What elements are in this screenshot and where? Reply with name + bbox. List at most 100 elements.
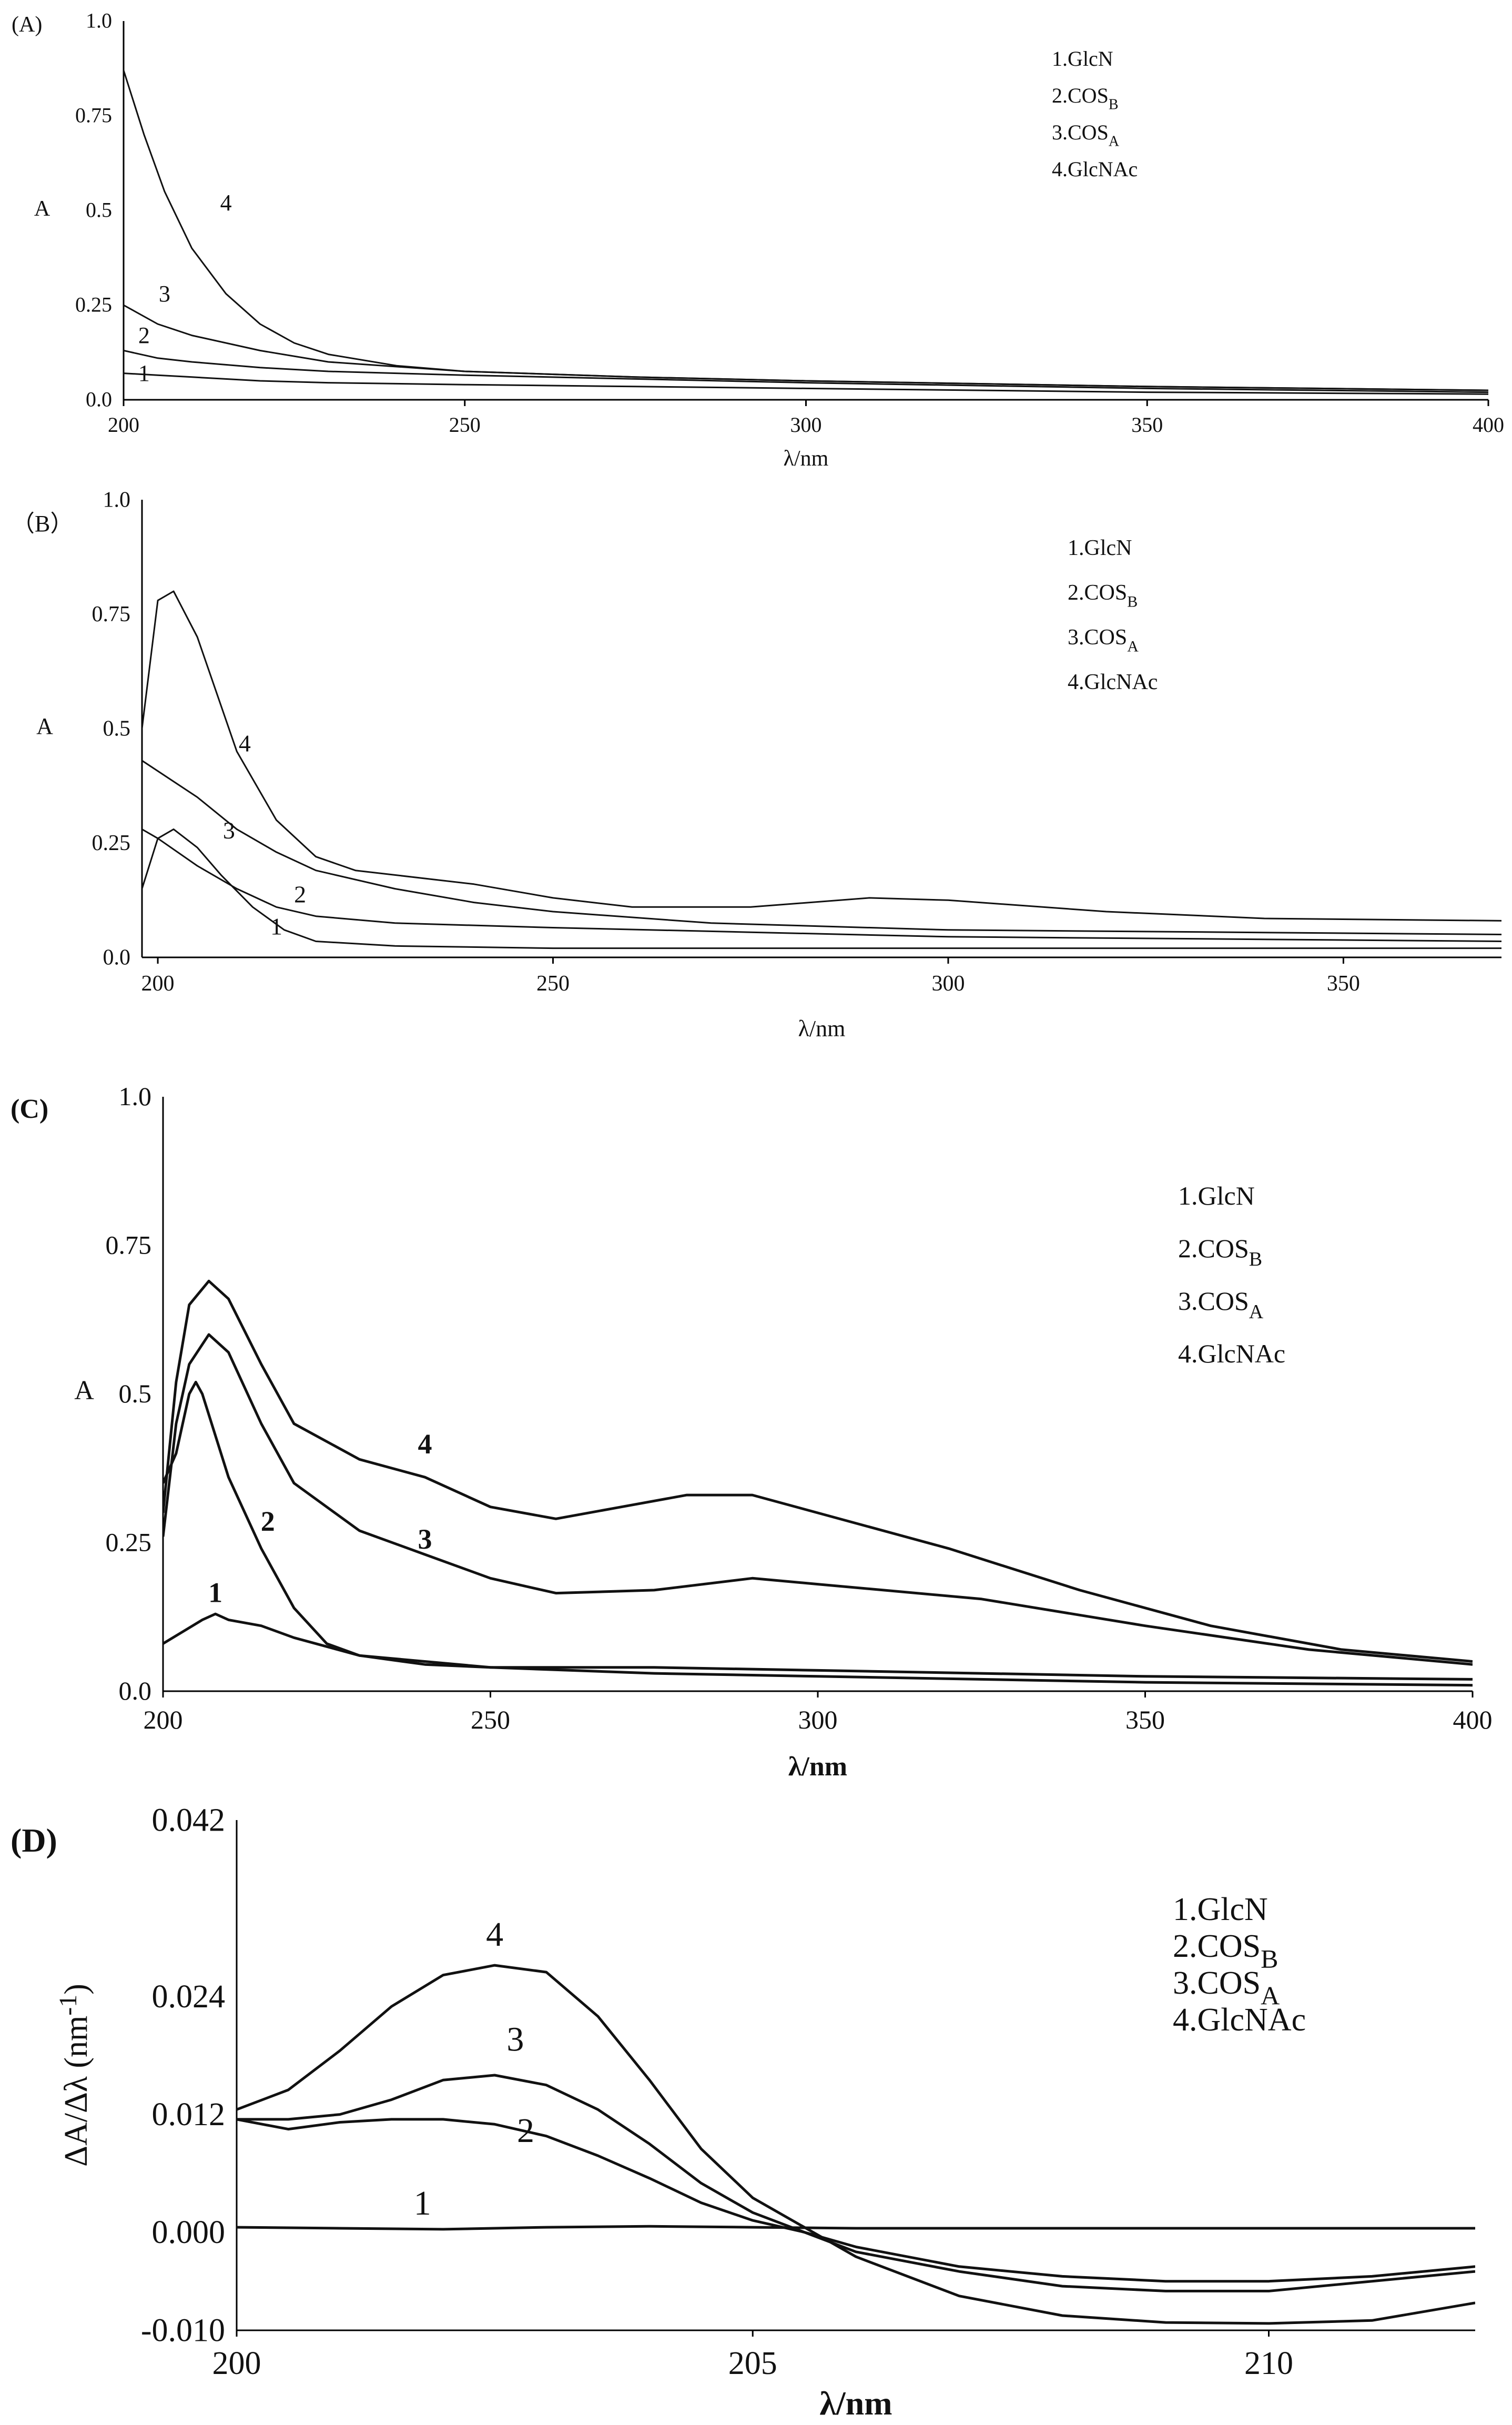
y-axis-label: A bbox=[34, 197, 50, 221]
series-line-4 bbox=[124, 70, 1488, 391]
legend-entry-1: 1.GlcN bbox=[1173, 1892, 1268, 1927]
x-tick-label: 350 bbox=[1125, 1705, 1165, 1734]
panel-label: (A) bbox=[12, 13, 42, 37]
y-tick-label: 0.042 bbox=[152, 1802, 226, 1838]
legend-entry-4: 4.GlcNAc bbox=[1178, 1339, 1285, 1368]
series-line-2 bbox=[124, 349, 1488, 393]
x-tick-label: 200 bbox=[108, 413, 139, 437]
y-tick-label: 0.25 bbox=[106, 1528, 152, 1557]
y-tick-label: 0.75 bbox=[75, 104, 112, 127]
curve-label-1: 1 bbox=[270, 913, 282, 940]
y-axis-label: A bbox=[74, 1376, 94, 1406]
y-tick-label: 0.5 bbox=[119, 1379, 152, 1408]
series-line-1 bbox=[142, 828, 1501, 949]
legend-entry-4: 4.GlcNAc bbox=[1052, 157, 1138, 181]
x-tick-label: 400 bbox=[1453, 1705, 1493, 1734]
y-tick-label: 0.75 bbox=[106, 1230, 152, 1260]
panel-label: (D) bbox=[11, 1822, 57, 1859]
series-line-3 bbox=[237, 2074, 1475, 2292]
x-tick-label: 300 bbox=[798, 1705, 838, 1734]
series-line-2 bbox=[163, 1380, 1473, 1681]
series-line-4 bbox=[142, 590, 1501, 922]
curve-label-2: 2 bbox=[517, 2111, 534, 2150]
legend-entry-2: 2.COSB bbox=[1173, 1928, 1278, 1973]
panel-label: (C) bbox=[11, 1094, 48, 1124]
x-tick-label: 300 bbox=[790, 413, 822, 437]
series-line-4 bbox=[163, 1279, 1473, 1663]
x-axis-label: λ/nm bbox=[784, 447, 829, 471]
y-tick-label: 1.0 bbox=[103, 488, 131, 512]
y-tick-label: 0.0 bbox=[86, 388, 112, 411]
y-axis-label: ΔA/Δλ (nm-1) bbox=[54, 1984, 94, 2167]
series-line-2 bbox=[237, 2118, 1475, 2283]
x-tick-label: 210 bbox=[1244, 2346, 1293, 2381]
panel-1: (A) 200 250 300 350 400 0.0 0.25 0.5 0.75 1.0 λ/nm A… bbox=[12, 9, 1504, 471]
x-tick-label: 350 bbox=[1131, 413, 1163, 437]
series-line-1 bbox=[163, 1612, 1473, 1687]
y-tick-label: 0.25 bbox=[92, 831, 131, 855]
y-tick-label: 0.75 bbox=[92, 602, 131, 627]
series-line-2 bbox=[142, 828, 1501, 942]
y-tick-label: 0.012 bbox=[152, 2097, 226, 2133]
series-line-1 bbox=[124, 372, 1488, 395]
y-tick-label: -0.010 bbox=[141, 2312, 225, 2348]
x-tick-label: 300 bbox=[931, 972, 965, 996]
legend-entry-4: 4.GlcNAc bbox=[1173, 2002, 1306, 2038]
curve-label-1: 1 bbox=[208, 1577, 222, 1609]
series-line-3 bbox=[163, 1333, 1473, 1666]
curve-label-2: 2 bbox=[294, 881, 306, 908]
panel-4: (D) 200 205 210 -0.010 0.000 0.012 0.024 0.042 λ/… bbox=[11, 1802, 1475, 2422]
curve-label-4: 4 bbox=[220, 190, 232, 216]
y-tick-label: 0.5 bbox=[86, 198, 112, 222]
y-tick-label: 0.5 bbox=[103, 716, 131, 741]
curve-label-2: 2 bbox=[261, 1505, 275, 1537]
x-tick-label: 350 bbox=[1327, 972, 1360, 996]
curve-label-3: 3 bbox=[159, 281, 170, 307]
curve-label-4: 4 bbox=[239, 730, 251, 757]
x-tick-label: 250 bbox=[536, 972, 570, 996]
curve-label-1: 1 bbox=[414, 2184, 431, 2222]
legend-entry-1: 1.GlcN bbox=[1178, 1181, 1255, 1210]
y-tick-label: 0.0 bbox=[119, 1676, 152, 1705]
x-tick-label: 200 bbox=[141, 972, 175, 996]
x-tick-label: 200 bbox=[212, 2346, 261, 2381]
legend-entry-3: 3.COSA bbox=[1178, 1286, 1264, 1323]
legend-entry-3: 3.COSA bbox=[1068, 625, 1139, 655]
legend-entry-4: 4.GlcNAc bbox=[1068, 670, 1158, 694]
curve-label-3: 3 bbox=[418, 1523, 432, 1555]
legend-entry-3: 3.COSA bbox=[1052, 120, 1120, 150]
y-tick-label: 0.024 bbox=[152, 1979, 226, 2015]
x-tick-label: 205 bbox=[728, 2346, 777, 2381]
x-axis-label: λ/nm bbox=[798, 1016, 846, 1042]
y-tick-label: 0.0 bbox=[103, 945, 131, 969]
series-line-3 bbox=[142, 760, 1501, 935]
x-tick-label: 250 bbox=[471, 1705, 510, 1734]
curve-label-4: 4 bbox=[486, 1915, 503, 1954]
legend-entry-1: 1.GlcN bbox=[1068, 536, 1132, 560]
x-tick-label: 400 bbox=[1473, 413, 1504, 437]
panel-2: （B） 200 250 300 350 0.0 0.25 0.5 0.75 1.0 λ/nm A 4 3 2… bbox=[12, 488, 1501, 1042]
curve-label-2: 2 bbox=[138, 322, 150, 348]
x-tick-label: 200 bbox=[144, 1705, 183, 1734]
x-axis-label: λ/nm bbox=[788, 1752, 847, 1782]
series-line-3 bbox=[124, 304, 1488, 391]
legend-entry-2: 2.COSB bbox=[1052, 84, 1119, 113]
curve-label-3: 3 bbox=[506, 2020, 524, 2058]
y-tick-label: 0.25 bbox=[75, 293, 112, 317]
legend-entry-2: 2.COSB bbox=[1068, 581, 1138, 610]
y-tick-label: 0.000 bbox=[152, 2215, 226, 2250]
panel-3: (C) 200 250 300 350 400 0.0 0.25 0.5 0.75 1.0 λ/nm A… bbox=[11, 1082, 1493, 1782]
series-line-4 bbox=[237, 1964, 1475, 2325]
legend-entry-3: 3.COSA bbox=[1173, 1965, 1280, 2010]
legend-entry-1: 1.GlcN bbox=[1052, 47, 1113, 70]
panel-label: （B） bbox=[12, 511, 73, 537]
legend-entry-2: 2.COSB bbox=[1178, 1234, 1262, 1270]
y-axis-label: A bbox=[36, 713, 53, 739]
y-tick-label: 1.0 bbox=[86, 9, 112, 33]
series-line-1 bbox=[237, 2225, 1475, 2231]
curve-label-3: 3 bbox=[223, 817, 235, 844]
curve-label-1: 1 bbox=[138, 360, 150, 386]
x-tick-label: 250 bbox=[449, 413, 481, 437]
x-axis-label: λ/nm bbox=[819, 2384, 892, 2422]
